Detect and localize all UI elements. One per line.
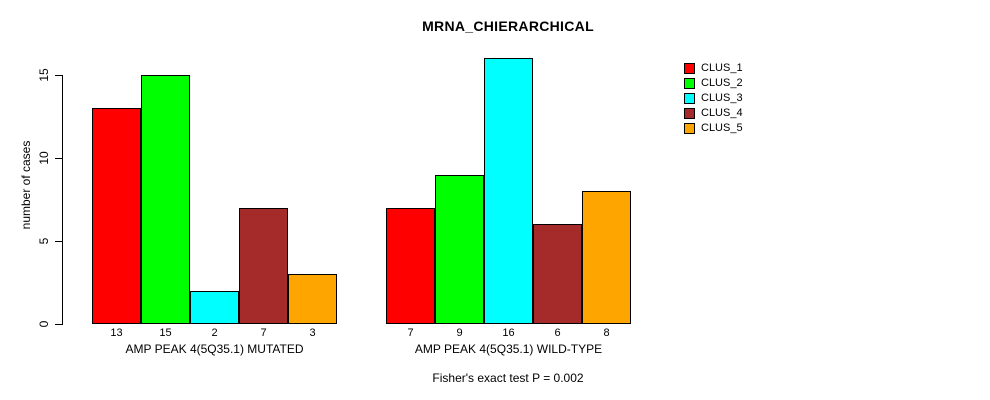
legend-label: CLUS_4 — [701, 107, 743, 119]
legend-swatch-icon — [684, 123, 695, 134]
bar-clus_2-group1 — [141, 75, 190, 324]
y-tick-label: 0 — [37, 320, 51, 328]
stats-caption: Fisher's exact test P = 0.002 — [432, 371, 584, 385]
bar-clus_1-group1 — [92, 108, 141, 324]
y-tick-mark — [55, 74, 62, 76]
legend-swatch-icon — [684, 93, 695, 104]
bar-value-label: 6 — [554, 327, 561, 339]
bar-value-label: 8 — [603, 327, 610, 339]
legend-item-clus_4: CLUS_4 — [684, 106, 743, 121]
bar-clus_5-group1 — [288, 274, 337, 324]
y-tick-label: 10 — [37, 151, 51, 165]
bar-value-label: 13 — [110, 327, 123, 339]
bar-clus_3-group1 — [190, 290, 239, 324]
legend-swatch-icon — [684, 108, 695, 119]
bar-value-label: 7 — [260, 327, 267, 339]
category-label: AMP PEAK 4(5Q35.1) MUTATED — [125, 342, 304, 356]
legend-item-clus_2: CLUS_2 — [684, 76, 743, 91]
legend-item-clus_5: CLUS_5 — [684, 121, 743, 136]
bar-clus_5-group2 — [582, 191, 631, 324]
y-tick-label: 15 — [37, 68, 51, 82]
legend-swatch-icon — [684, 78, 695, 89]
y-tick-label: 5 — [37, 237, 51, 245]
y-axis-line — [62, 75, 63, 325]
bar-value-label: 9 — [456, 327, 463, 339]
legend: CLUS_1 CLUS_2 CLUS_3 CLUS_4 CLUS_5 — [684, 61, 743, 136]
legend-item-clus_3: CLUS_3 — [684, 91, 743, 106]
bar-value-label: 15 — [159, 327, 172, 339]
y-axis-label: number of cases — [19, 140, 33, 230]
bar-value-label: 7 — [407, 327, 414, 339]
bar-clus_4-group1 — [239, 207, 288, 324]
bar-clus_1-group2 — [386, 207, 435, 324]
bar-clus_3-group2 — [484, 58, 533, 324]
legend-swatch-icon — [684, 63, 695, 74]
bar-value-label: 3 — [309, 327, 316, 339]
bar-clus_2-group2 — [435, 174, 484, 324]
legend-label: CLUS_5 — [701, 122, 743, 134]
bar-value-label: 16 — [502, 327, 515, 339]
bar-clus_4-group2 — [533, 224, 582, 324]
y-tick-mark — [55, 240, 62, 242]
chart-title: MRNA_CHIERARCHICAL — [422, 18, 594, 34]
legend-label: CLUS_2 — [701, 77, 743, 89]
bar-value-label: 2 — [211, 327, 218, 339]
y-tick-mark — [55, 157, 62, 159]
legend-label: CLUS_1 — [701, 62, 743, 74]
legend-label: CLUS_3 — [701, 92, 743, 104]
legend-item-clus_1: CLUS_1 — [684, 61, 743, 76]
y-tick-mark — [55, 323, 62, 325]
category-label: AMP PEAK 4(5Q35.1) WILD-TYPE — [414, 342, 603, 356]
